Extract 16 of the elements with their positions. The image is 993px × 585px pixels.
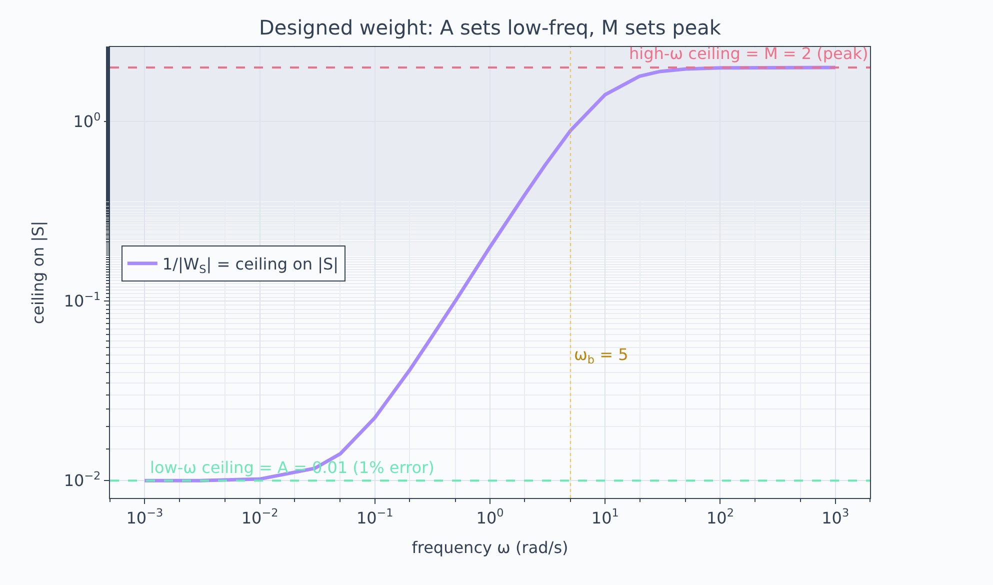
y-tick-label: 10$^{−2}$	[64, 469, 101, 490]
ref-line-label: high-ω ceiling = M = 2 (peak)	[629, 44, 868, 63]
y-tick-label: 10$^{0}$	[73, 110, 101, 132]
x-tick-label: 10$^{0}$	[476, 506, 504, 528]
chart-title: Designed weight: A sets low-freq, M sets peak	[258, 15, 722, 40]
y-axis-title: ceiling on |S|	[28, 220, 48, 324]
x-tick-label: 10$^{−1}$	[356, 506, 394, 528]
x-tick-label: 10$^{3}$	[822, 506, 850, 528]
x-tick-label: 10$^{−3}$	[126, 506, 164, 528]
x-axis-title: frequency ω (rad/s)	[412, 538, 568, 557]
x-tick-label: 10$^{2}$	[706, 506, 734, 528]
legend-label: 1/|W$_{S}$| = ceiling on |S|	[162, 254, 339, 276]
y-tick-label: 10$^{−1}$	[64, 290, 101, 311]
x-tick-label: 10$^{1}$	[591, 506, 619, 528]
ref-line-label: ω$_{b}$ = 5	[574, 345, 628, 366]
x-tick-label: 10$^{−2}$	[241, 506, 278, 528]
